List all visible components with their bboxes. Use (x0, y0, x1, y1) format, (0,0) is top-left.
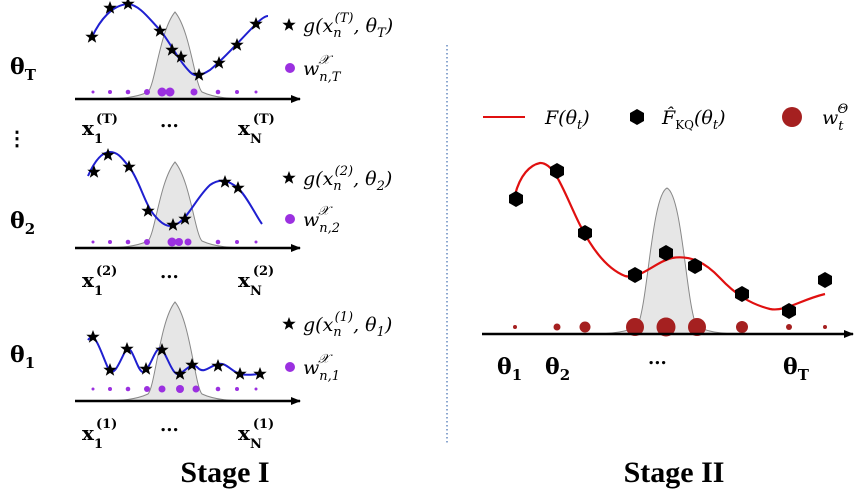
gaussian-density-2 (99, 161, 251, 249)
legend-star-icon (282, 171, 296, 184)
kq-estimate-hexagon (628, 267, 642, 283)
weights-stage2 (513, 317, 827, 337)
legend-F: F(θt) (544, 107, 590, 133)
stage2-x-last: θT (783, 354, 810, 384)
star-marker (253, 367, 267, 380)
star-marker (87, 165, 101, 178)
legend-g-2: g(xn(2), θ2) (303, 164, 392, 194)
legend-star-icon (282, 18, 296, 31)
legend-weight-dot (285, 214, 295, 224)
star-marker (218, 175, 232, 188)
stage2-x-second: θ2 (545, 354, 570, 384)
gaussian-density-1 (99, 301, 251, 402)
legend-w-T: wn,T𝒳 (303, 53, 342, 85)
row-T-x-last: xN(T) (238, 112, 275, 147)
star-marker (233, 367, 247, 380)
legend-weight-dot (285, 63, 295, 73)
legend-g-1: g(xn(1), θ1) (303, 310, 392, 340)
legend-w-1: wn,1𝒳 (303, 352, 340, 384)
star-marker (101, 148, 115, 161)
legend-w-2: wn,2𝒳 (303, 204, 340, 236)
kq-estimate-hexagon (550, 163, 564, 179)
gaussian-density-T (99, 11, 251, 100)
legend-weight-dot (285, 362, 295, 372)
row-1-x-last: xN(1) (238, 417, 274, 452)
row-2-x-last: xN(2) (238, 264, 274, 299)
row-T-theta-label: θT (10, 54, 37, 84)
stage1-row-T: θT x1(T) ... xN(T) g(xn(T), θT) (10, 0, 393, 147)
kq-estimate-hexagon (818, 272, 832, 288)
legend-g-T: g(xn(T), θT) (303, 11, 393, 41)
stage2-label: Stage II (624, 456, 725, 489)
row-1-dots: ... (160, 415, 179, 436)
stage2-x-first: θ1 (497, 354, 522, 384)
stage1-row-2: θ2 x1(2) ... xN(2) g(xn(2), θ2) (10, 148, 392, 299)
weights-row-2 (91, 237, 258, 247)
stage1-label: Stage I (180, 456, 269, 489)
row-1-x-first: x1(1) (82, 417, 117, 452)
row-2-dots: ... (160, 262, 179, 283)
vertical-ellipsis: ⋮ (7, 126, 27, 150)
kq-estimate-hexagon (509, 191, 523, 207)
star-marker (231, 181, 245, 194)
row-1-theta-label: θ1 (10, 342, 35, 372)
integrand-curve-1 (87, 336, 263, 376)
stage1-row-1: θ1 x1(1) ... xN(1) g(xn(1), θ1) (10, 301, 392, 452)
row-2-theta-label: θ2 (10, 208, 35, 238)
legend-weight-dot (782, 107, 802, 127)
star-marker (211, 359, 225, 372)
weights-row-T (91, 87, 258, 97)
stage2-panel: F(θt) F̂KQ(θt) wtΘ (482, 102, 854, 384)
star-marker (141, 204, 155, 217)
legend-hexagon-icon (630, 109, 644, 125)
legend-star-icon (282, 317, 296, 330)
stage2-dots: ... (648, 348, 667, 369)
row-T-x-first: x1(T) (82, 112, 118, 147)
weights-row-1 (91, 385, 258, 393)
legend-FKQ: F̂KQ(θt) (661, 107, 726, 133)
star-marker (85, 30, 99, 43)
row-T-dots: ... (160, 111, 179, 132)
legend-w-theta: wtΘ (822, 102, 849, 134)
star-marker (103, 363, 117, 376)
kq-estimate-hexagon (688, 258, 702, 274)
gaussian-density-stage2 (589, 187, 745, 335)
row-2-x-first: x1(2) (82, 264, 117, 299)
star-marker (86, 330, 100, 343)
